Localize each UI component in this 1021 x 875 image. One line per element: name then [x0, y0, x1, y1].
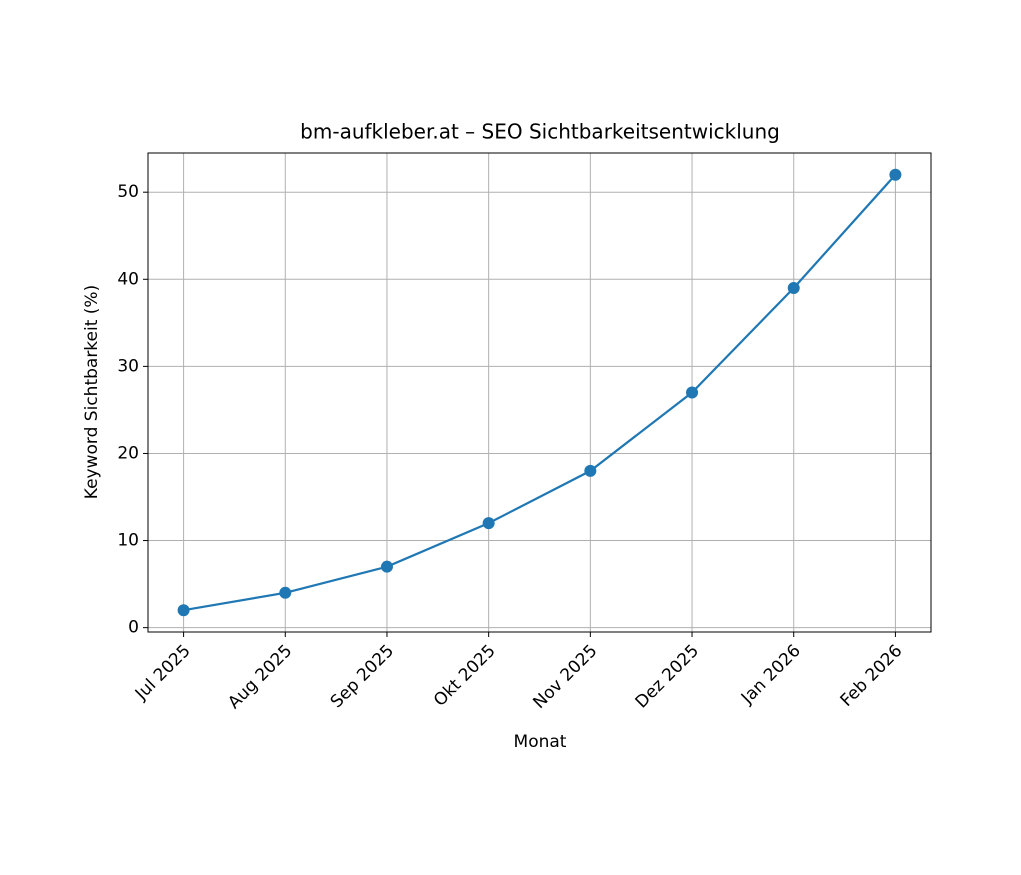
- x-tick-label: Jan 2026: [737, 641, 805, 709]
- x-tick-label: Feb 2026: [837, 641, 907, 711]
- data-point: [686, 386, 699, 399]
- data-point: [482, 517, 495, 530]
- x-axis-label: Monat: [514, 732, 567, 752]
- y-axis-label: Keyword Sichtbarkeit (%): [82, 285, 102, 499]
- x-tick-label: Okt 2025: [430, 641, 500, 711]
- data-point: [177, 604, 190, 617]
- y-tick-label: 10: [117, 531, 139, 551]
- data-point: [889, 168, 902, 181]
- data-point: [279, 586, 292, 599]
- x-tick-label: Nov 2025: [529, 641, 601, 713]
- data-point: [584, 464, 597, 477]
- x-tick-label: Sep 2025: [327, 641, 398, 712]
- data-point: [787, 281, 800, 294]
- plot-frame: [147, 152, 932, 633]
- y-tick-label: 0: [128, 618, 139, 638]
- y-tick-label: 50: [117, 182, 139, 202]
- data-point: [380, 560, 393, 573]
- data-line: [183, 174, 897, 612]
- x-tick-label: Jul 2025: [131, 641, 195, 705]
- x-tick-label: Dez 2025: [632, 641, 704, 713]
- x-tick-label: Aug 2025: [224, 641, 296, 713]
- y-tick-label: 30: [117, 356, 139, 376]
- chart-title: bm-aufkleber.at – SEO Sichtbarkeitsentwi…: [300, 120, 780, 144]
- y-tick-label: 20: [117, 443, 139, 463]
- y-tick-label: 40: [117, 269, 139, 289]
